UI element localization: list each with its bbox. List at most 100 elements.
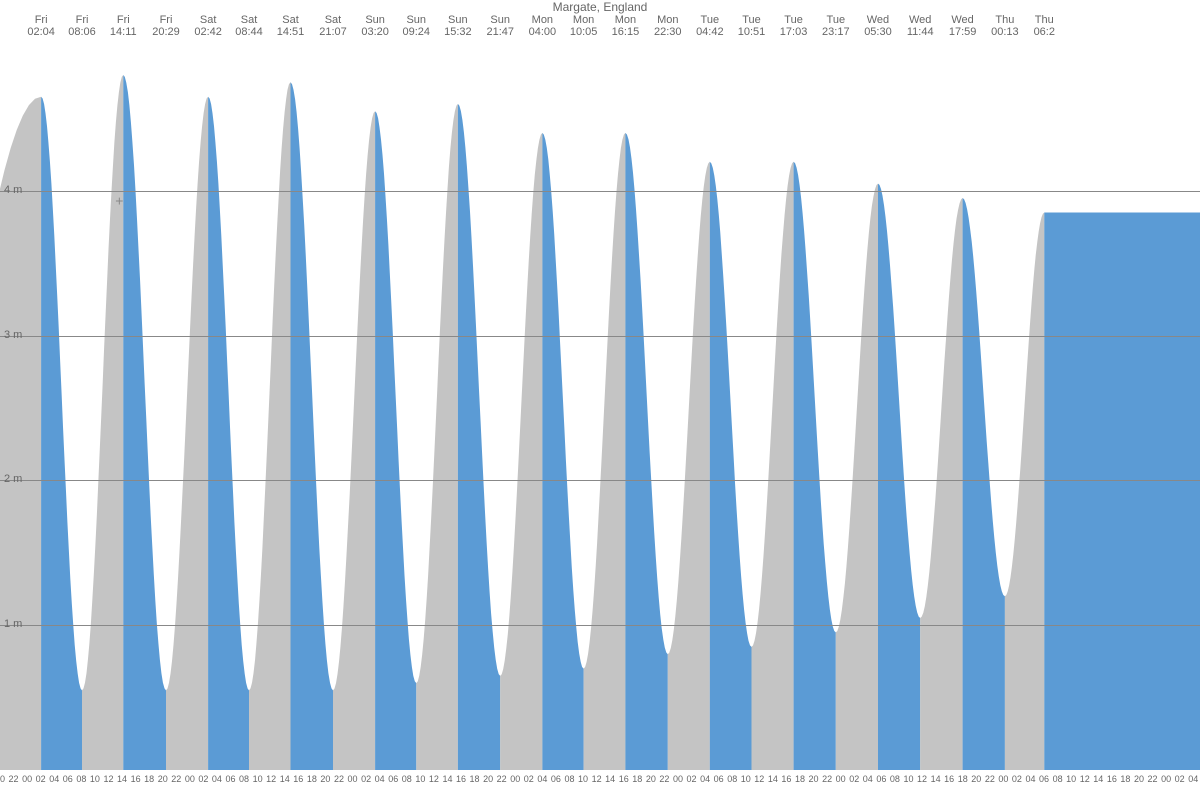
- tide-lobe: [1005, 213, 1044, 771]
- tide-lobe: [500, 133, 542, 770]
- tide-lobe: [166, 97, 208, 770]
- tide-lobe: [41, 97, 82, 770]
- tide-lobe: [625, 133, 667, 770]
- tide-lobe: [710, 162, 752, 770]
- x-tick-label: 10: [415, 774, 425, 784]
- x-tick-label: 16: [456, 774, 466, 784]
- x-tick-label: 00: [1161, 774, 1171, 784]
- x-tick-label: 06: [225, 774, 235, 784]
- tide-lobe: [878, 184, 920, 770]
- x-tick-label: 16: [131, 774, 141, 784]
- x-tick-label: 06: [388, 774, 398, 784]
- x-tick-label: 14: [117, 774, 127, 784]
- tide-chart: Margate, England hu:50Fri02:04Fri08:06Fr…: [0, 0, 1200, 800]
- x-tick-label: 22: [497, 774, 507, 784]
- x-tick-label: 04: [1188, 774, 1198, 784]
- x-tick-label: 16: [619, 774, 629, 784]
- x-tick-label: 14: [442, 774, 452, 784]
- y-gridline: [0, 625, 1200, 626]
- x-tick-label: 14: [280, 774, 290, 784]
- tide-lobe: [249, 82, 291, 770]
- x-tick-label: 10: [903, 774, 913, 784]
- x-tick-label: 04: [537, 774, 547, 784]
- y-tick-label: 2 m: [4, 473, 22, 485]
- x-tick-label: 16: [944, 774, 954, 784]
- x-tick-label: 08: [239, 774, 249, 784]
- x-tick-label: 16: [781, 774, 791, 784]
- y-gridline: [0, 191, 1200, 192]
- tide-lobe: [668, 162, 710, 770]
- x-tick-label: 02: [1175, 774, 1185, 784]
- x-tick-label: 20: [809, 774, 819, 784]
- x-tick-label: 02: [1012, 774, 1022, 784]
- x-tick-label: 08: [76, 774, 86, 784]
- x-tick-label: 12: [754, 774, 764, 784]
- x-tick-label: 04: [212, 774, 222, 784]
- y-tick-label: 1 m: [4, 618, 22, 630]
- x-tick-label: 22: [659, 774, 669, 784]
- x-tick-label: 06: [1039, 774, 1049, 784]
- y-gridline: [0, 480, 1200, 481]
- x-tick-label: 22: [9, 774, 19, 784]
- x-tick-label: 20: [0, 774, 5, 784]
- x-tick-label: 20: [971, 774, 981, 784]
- x-tick-label: 12: [917, 774, 927, 784]
- x-tick-label: 02: [524, 774, 534, 784]
- x-tick-label: 02: [687, 774, 697, 784]
- x-tick-label: 06: [876, 774, 886, 784]
- x-tick-label: 00: [836, 774, 846, 784]
- x-tick-label: 18: [470, 774, 480, 784]
- x-tick-label: 04: [863, 774, 873, 784]
- y-tick-label: 3 m: [4, 329, 22, 341]
- x-tick-label: 20: [320, 774, 330, 784]
- x-tick-label: 10: [253, 774, 263, 784]
- x-tick-label: 04: [1025, 774, 1035, 784]
- x-tick-label: 22: [822, 774, 832, 784]
- x-tick-label: 20: [1134, 774, 1144, 784]
- tide-lobe: [82, 75, 123, 770]
- x-tick-label: 04: [49, 774, 59, 784]
- x-tick-label: 08: [727, 774, 737, 784]
- x-tick-label: 14: [931, 774, 941, 784]
- tide-event-label: Thu06:2: [1018, 14, 1070, 38]
- x-tick-label: 10: [90, 774, 100, 784]
- x-tick-label: 18: [795, 774, 805, 784]
- x-tick-label: 08: [402, 774, 412, 784]
- x-tick-label: 12: [592, 774, 602, 784]
- x-tick-label: 14: [768, 774, 778, 784]
- tide-lobe: [208, 97, 249, 770]
- x-tick-label: 12: [429, 774, 439, 784]
- x-tick-label: 02: [198, 774, 208, 784]
- tide-lobe: [123, 75, 166, 770]
- x-tick-label: 08: [564, 774, 574, 784]
- tide-lobe: [752, 162, 794, 770]
- x-tick-label: 06: [63, 774, 73, 784]
- tide-lobe: [963, 198, 1005, 770]
- y-tick-label: 4 m: [4, 184, 22, 196]
- tide-lobe: [836, 184, 878, 770]
- x-tick-label: 22: [985, 774, 995, 784]
- x-tick-label: 04: [375, 774, 385, 784]
- x-tick-label: 00: [22, 774, 32, 784]
- x-tick-label: 08: [1053, 774, 1063, 784]
- tide-lobe: [333, 111, 375, 770]
- x-tick-label: 10: [741, 774, 751, 784]
- x-tick-label: 22: [334, 774, 344, 784]
- tide-lobe: [0, 97, 41, 770]
- x-tick-label: 02: [361, 774, 371, 784]
- tide-lobe: [458, 104, 500, 770]
- tide-lobe: [1044, 213, 1200, 771]
- x-tick-label: 18: [144, 774, 154, 784]
- x-tick-label: 12: [1080, 774, 1090, 784]
- x-tick-label: 10: [578, 774, 588, 784]
- tide-lobe: [920, 198, 962, 770]
- x-tick-label: 12: [103, 774, 113, 784]
- tide-lobe: [542, 133, 583, 770]
- tide-lobe: [375, 111, 416, 770]
- x-tick-label: 00: [348, 774, 358, 784]
- x-tick-label: 18: [307, 774, 317, 784]
- x-tick-label: 18: [958, 774, 968, 784]
- tide-lobe: [584, 133, 626, 770]
- x-axis-ticks: 2022000204060810121416182022000204060810…: [0, 770, 1200, 784]
- x-tick-label: 16: [1107, 774, 1117, 784]
